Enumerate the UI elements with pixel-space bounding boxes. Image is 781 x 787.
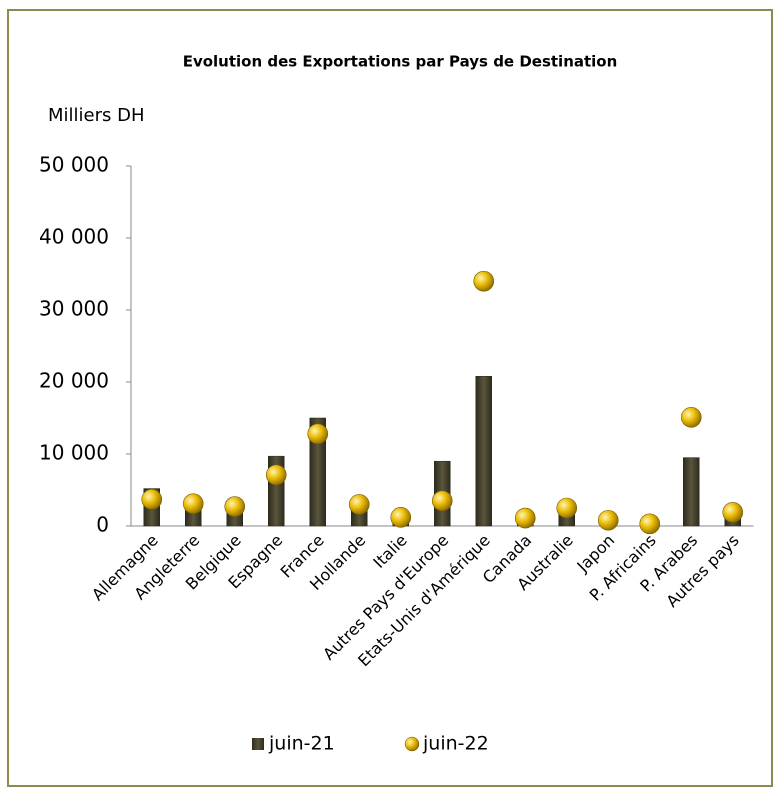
y-tick-label: 0	[96, 513, 109, 537]
frame	[7, 9, 773, 787]
bar	[475, 375, 492, 527]
dot	[390, 507, 412, 528]
dot	[473, 270, 495, 292]
dot	[224, 496, 246, 517]
dot	[514, 507, 536, 529]
dot	[182, 493, 204, 514]
dot	[680, 406, 702, 428]
dot	[265, 464, 287, 486]
legend-label: juin-22	[422, 733, 489, 755]
y-tick-label: 20 000	[39, 369, 109, 393]
legend-swatch	[252, 738, 264, 750]
dot	[307, 423, 329, 445]
dot	[722, 502, 744, 523]
y-axis-label: Milliers DH	[48, 105, 145, 126]
dot	[639, 513, 661, 535]
legend-label: juin-21	[268, 733, 335, 755]
dot	[597, 509, 619, 531]
y-tick-label: 50 000	[39, 153, 109, 177]
chart-title: Evolution des Exportations par Pays de D…	[183, 53, 618, 71]
dot	[348, 494, 370, 515]
dot	[431, 490, 453, 512]
dot	[141, 489, 163, 510]
y-tick-label: 10 000	[39, 441, 109, 465]
y-tick-label: 30 000	[39, 297, 109, 321]
bar	[309, 417, 326, 527]
dot	[556, 497, 578, 519]
legend-swatch	[404, 736, 420, 752]
y-tick-label: 40 000	[39, 225, 109, 249]
bar	[683, 457, 700, 527]
